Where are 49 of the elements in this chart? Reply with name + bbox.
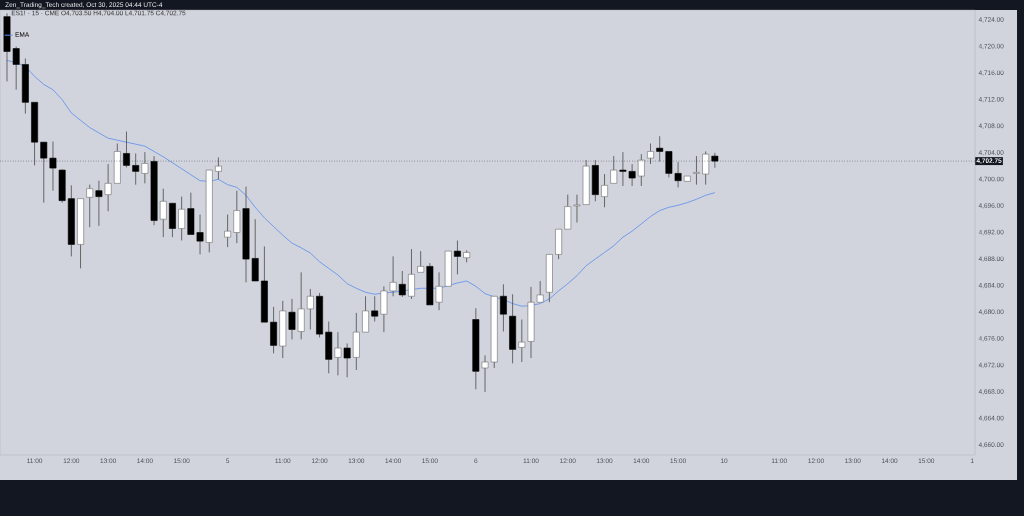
candlestick bbox=[67, 184, 75, 257]
candlestick bbox=[371, 295, 379, 322]
candlestick bbox=[499, 283, 507, 332]
candlestick bbox=[95, 180, 103, 227]
candlestick bbox=[325, 321, 333, 374]
candlestick bbox=[426, 262, 434, 306]
candlestick bbox=[169, 202, 176, 238]
candlestick bbox=[86, 184, 94, 228]
candlestick bbox=[463, 250, 471, 263]
candlestick bbox=[279, 300, 287, 359]
candlestick bbox=[21, 58, 29, 115]
candlestick bbox=[224, 214, 232, 248]
candlestick bbox=[31, 102, 38, 166]
candlestick bbox=[683, 175, 691, 182]
candlestick bbox=[601, 173, 608, 208]
candlestick bbox=[159, 188, 167, 238]
candlestick bbox=[352, 312, 360, 371]
candlestick bbox=[637, 153, 645, 187]
candlestick bbox=[104, 163, 112, 212]
candlestick bbox=[334, 331, 342, 376]
candlestick bbox=[693, 155, 700, 186]
candlestick bbox=[408, 248, 415, 300]
candlestick bbox=[288, 298, 296, 340]
candlestick bbox=[555, 228, 562, 260]
candlestick bbox=[205, 169, 213, 253]
candlestick bbox=[454, 240, 461, 275]
candlestick bbox=[656, 135, 664, 162]
candlestick bbox=[343, 343, 351, 378]
candlestick bbox=[591, 159, 599, 202]
candlestick bbox=[150, 155, 158, 226]
candlestick bbox=[545, 254, 553, 303]
candlestick bbox=[270, 306, 278, 354]
candlestick bbox=[702, 151, 710, 186]
candlestick bbox=[113, 143, 121, 184]
candlestick bbox=[215, 157, 222, 180]
candlestick bbox=[509, 293, 517, 364]
candlestick bbox=[417, 250, 425, 273]
candlestick bbox=[132, 153, 140, 186]
candlestick bbox=[610, 155, 618, 184]
candlestick bbox=[141, 151, 149, 184]
candlestick bbox=[297, 271, 305, 340]
candlestick bbox=[178, 196, 186, 241]
candlestick bbox=[472, 307, 480, 390]
candlestick bbox=[233, 190, 241, 244]
candlestick bbox=[260, 246, 268, 323]
candlestick bbox=[711, 152, 719, 169]
candlestick bbox=[362, 295, 369, 333]
candlestick bbox=[306, 288, 314, 330]
candlestick bbox=[77, 198, 84, 269]
